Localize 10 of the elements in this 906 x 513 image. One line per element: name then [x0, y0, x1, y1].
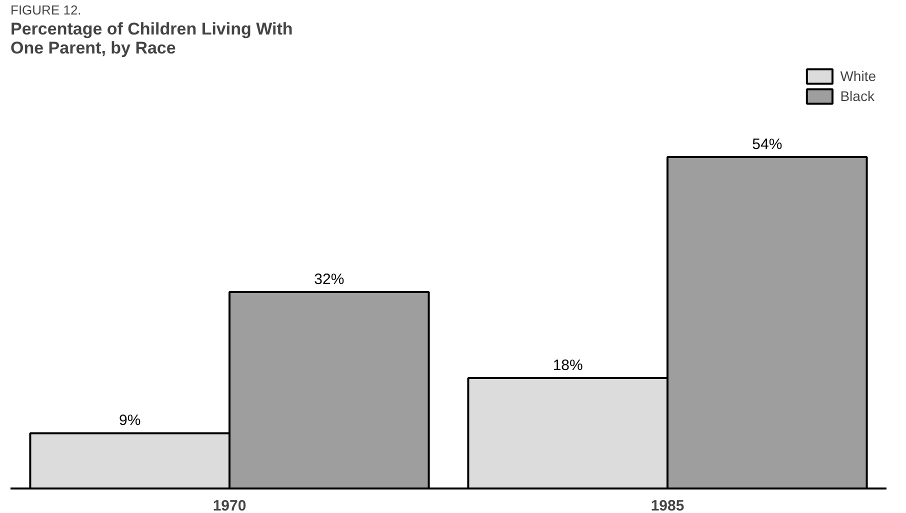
data-label: 54% — [752, 136, 782, 153]
caption: FIGURE 12. — [10, 2, 82, 18]
legend-label: White — [840, 68, 876, 84]
data-label: 9% — [119, 412, 141, 430]
x-tick-label: 1970 — [212, 498, 246, 513]
data-label: 32% — [314, 271, 344, 288]
chart-title: Percentage of Children Living With One Parent, by Race — [10, 20, 293, 58]
x-tick-label: 1985 — [650, 498, 684, 513]
data-label: 18% — [552, 356, 583, 374]
legend-label: Black — [840, 88, 874, 104]
